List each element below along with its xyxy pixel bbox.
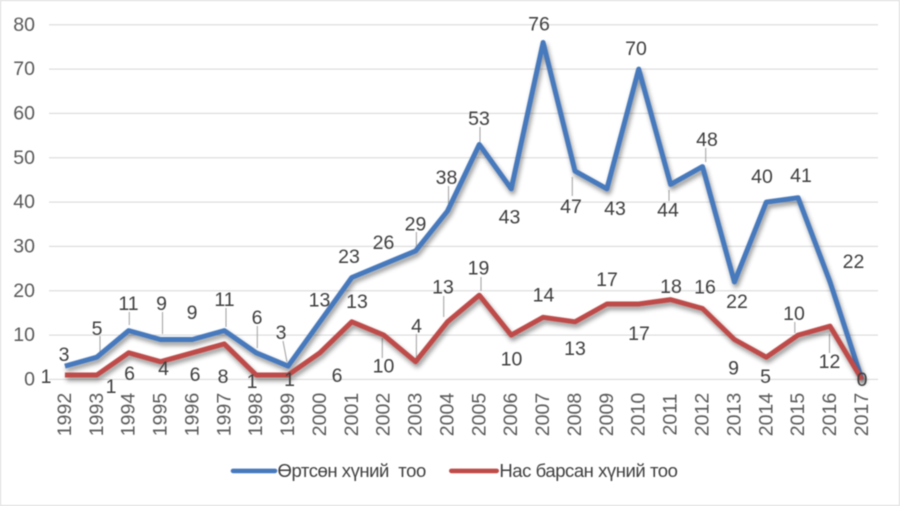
svg-text:60: 60 (13, 102, 35, 124)
svg-text:2016: 2016 (819, 393, 841, 436)
svg-text:16: 16 (694, 277, 716, 299)
svg-text:2002: 2002 (373, 393, 395, 436)
svg-text:11: 11 (118, 293, 138, 315)
svg-text:17: 17 (596, 269, 618, 291)
svg-text:3: 3 (59, 344, 70, 366)
svg-text:9: 9 (156, 293, 167, 315)
svg-text:5: 5 (92, 318, 103, 340)
svg-text:11: 11 (214, 289, 234, 311)
svg-text:14: 14 (533, 285, 555, 307)
svg-text:70: 70 (13, 58, 35, 80)
svg-text:1992: 1992 (54, 393, 76, 436)
svg-text:41: 41 (790, 165, 812, 187)
svg-text:13: 13 (309, 290, 331, 312)
svg-text:38: 38 (436, 167, 458, 189)
svg-text:1999: 1999 (277, 393, 299, 436)
svg-text:2011: 2011 (660, 394, 682, 436)
svg-text:48: 48 (696, 129, 718, 151)
svg-text:40: 40 (751, 166, 773, 188)
svg-text:2009: 2009 (596, 393, 618, 436)
svg-text:2003: 2003 (405, 393, 427, 436)
svg-text:2006: 2006 (500, 393, 522, 436)
svg-text:43: 43 (499, 207, 521, 229)
svg-text:22: 22 (843, 251, 865, 273)
svg-text:4: 4 (158, 358, 169, 380)
svg-text:9: 9 (187, 302, 198, 324)
svg-text:2008: 2008 (564, 393, 586, 436)
svg-text:50: 50 (13, 147, 35, 169)
svg-text:9: 9 (728, 358, 739, 380)
svg-text:19: 19 (468, 258, 490, 280)
svg-text:10: 10 (501, 349, 523, 371)
svg-text:1: 1 (284, 369, 295, 391)
svg-text:2014: 2014 (755, 393, 777, 437)
svg-text:Өртсөн хүний тоо: Өртсөн хүний тоо (278, 460, 426, 481)
svg-text:30: 30 (13, 235, 35, 257)
svg-text:1: 1 (247, 371, 258, 393)
svg-text:40: 40 (13, 191, 35, 213)
svg-text:1997: 1997 (213, 393, 235, 436)
svg-text:2004: 2004 (437, 393, 459, 437)
svg-text:10: 10 (783, 303, 805, 325)
svg-text:3: 3 (276, 322, 287, 344)
svg-text:2015: 2015 (787, 393, 809, 437)
svg-text:Нас барсан хүний тоо: Нас барсан хүний тоо (499, 460, 677, 481)
svg-text:1998: 1998 (245, 393, 267, 436)
svg-text:80: 80 (13, 14, 35, 36)
svg-text:44: 44 (657, 200, 679, 222)
svg-text:23: 23 (338, 246, 360, 268)
svg-text:26: 26 (373, 232, 395, 254)
svg-text:10: 10 (13, 324, 35, 346)
svg-text:70: 70 (625, 38, 647, 60)
svg-text:0: 0 (24, 368, 35, 390)
svg-text:1994: 1994 (118, 393, 140, 437)
svg-text:1996: 1996 (181, 393, 203, 436)
svg-text:5: 5 (760, 366, 771, 388)
svg-text:2000: 2000 (309, 393, 331, 437)
svg-text:29: 29 (405, 214, 427, 236)
svg-text:22: 22 (726, 291, 748, 313)
svg-text:2010: 2010 (628, 393, 650, 437)
svg-text:4: 4 (411, 316, 422, 338)
svg-text:20: 20 (13, 280, 35, 302)
svg-text:10: 10 (373, 356, 395, 378)
svg-text:1995: 1995 (150, 393, 172, 437)
svg-text:0: 0 (857, 369, 868, 391)
svg-text:1: 1 (41, 366, 52, 388)
svg-text:1: 1 (106, 376, 117, 398)
svg-text:76: 76 (528, 14, 550, 36)
svg-text:6: 6 (332, 365, 343, 387)
svg-text:1993: 1993 (86, 393, 108, 436)
svg-text:13: 13 (346, 291, 368, 313)
svg-text:53: 53 (468, 108, 490, 130)
svg-text:6: 6 (124, 363, 135, 385)
svg-text:2017: 2017 (851, 393, 873, 436)
svg-text:17: 17 (628, 323, 650, 345)
svg-text:2001: 2001 (341, 393, 363, 436)
svg-text:43: 43 (604, 198, 626, 220)
svg-text:2007: 2007 (532, 393, 554, 436)
svg-text:2012: 2012 (692, 393, 714, 436)
svg-text:2013: 2013 (723, 393, 745, 436)
svg-text:6: 6 (190, 364, 201, 386)
svg-text:47: 47 (560, 196, 582, 218)
svg-text:13: 13 (564, 338, 586, 360)
svg-text:8: 8 (218, 366, 229, 388)
svg-text:13: 13 (432, 277, 454, 299)
svg-text:12: 12 (819, 351, 841, 373)
svg-text:2005: 2005 (468, 393, 490, 437)
svg-text:6: 6 (252, 307, 263, 329)
svg-text:18: 18 (660, 276, 682, 298)
